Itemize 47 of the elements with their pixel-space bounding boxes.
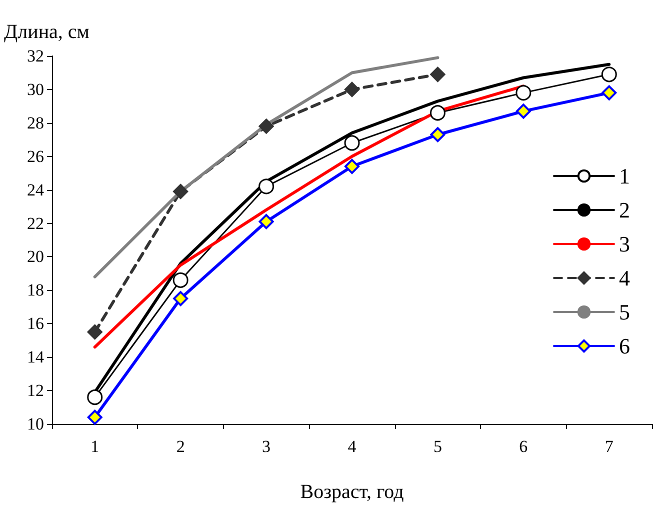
point <box>430 127 446 142</box>
point <box>173 184 188 199</box>
y-tick-label: 26 <box>27 146 44 166</box>
point <box>258 214 274 230</box>
x-tick-label: 3 <box>262 437 271 456</box>
legend-label: 1 <box>619 164 630 188</box>
point <box>344 82 360 97</box>
x-tick-label: 6 <box>519 437 528 456</box>
y-tick-label: 22 <box>27 214 44 233</box>
point <box>602 85 617 100</box>
legend-label: 2 <box>619 198 630 222</box>
legend-label: 4 <box>619 266 630 290</box>
x-tick-label: 5 <box>433 437 442 456</box>
y-tick-label: 28 <box>27 113 44 132</box>
point <box>516 85 532 101</box>
y-tick-label: 14 <box>27 348 44 367</box>
y-tick-label: 18 <box>27 280 44 300</box>
point <box>344 158 360 174</box>
y-tick-label: 10 <box>27 414 44 434</box>
legend-label: 3 <box>619 232 630 256</box>
legend-label: 5 <box>619 300 630 324</box>
y-axis-title: Длина, см <box>4 21 90 43</box>
point <box>258 178 274 194</box>
line-series <box>93 56 440 278</box>
y-tick-label: 30 <box>27 80 44 99</box>
point <box>430 105 446 121</box>
point <box>344 135 360 151</box>
y-tick-label: 24 <box>27 180 44 200</box>
x-tick-label: 2 <box>176 437 185 456</box>
point <box>173 291 188 306</box>
y-tick-label: 12 <box>27 381 44 400</box>
x-axis-title: Возраст, год <box>300 481 404 503</box>
point <box>516 104 531 119</box>
point <box>172 272 188 288</box>
y-tick-label: 20 <box>27 247 44 266</box>
point <box>430 66 446 82</box>
y-tick-label: 32 <box>27 46 44 66</box>
point <box>87 410 102 425</box>
point <box>87 389 103 405</box>
point <box>87 324 102 340</box>
legend-label: 6 <box>619 334 630 358</box>
y-tick-label: 16 <box>27 314 44 334</box>
point <box>601 66 617 82</box>
point <box>258 118 274 134</box>
x-tick-label: 4 <box>348 437 357 456</box>
x-tick-label: 7 <box>604 437 614 456</box>
x-tick-label: 1 <box>90 437 100 456</box>
